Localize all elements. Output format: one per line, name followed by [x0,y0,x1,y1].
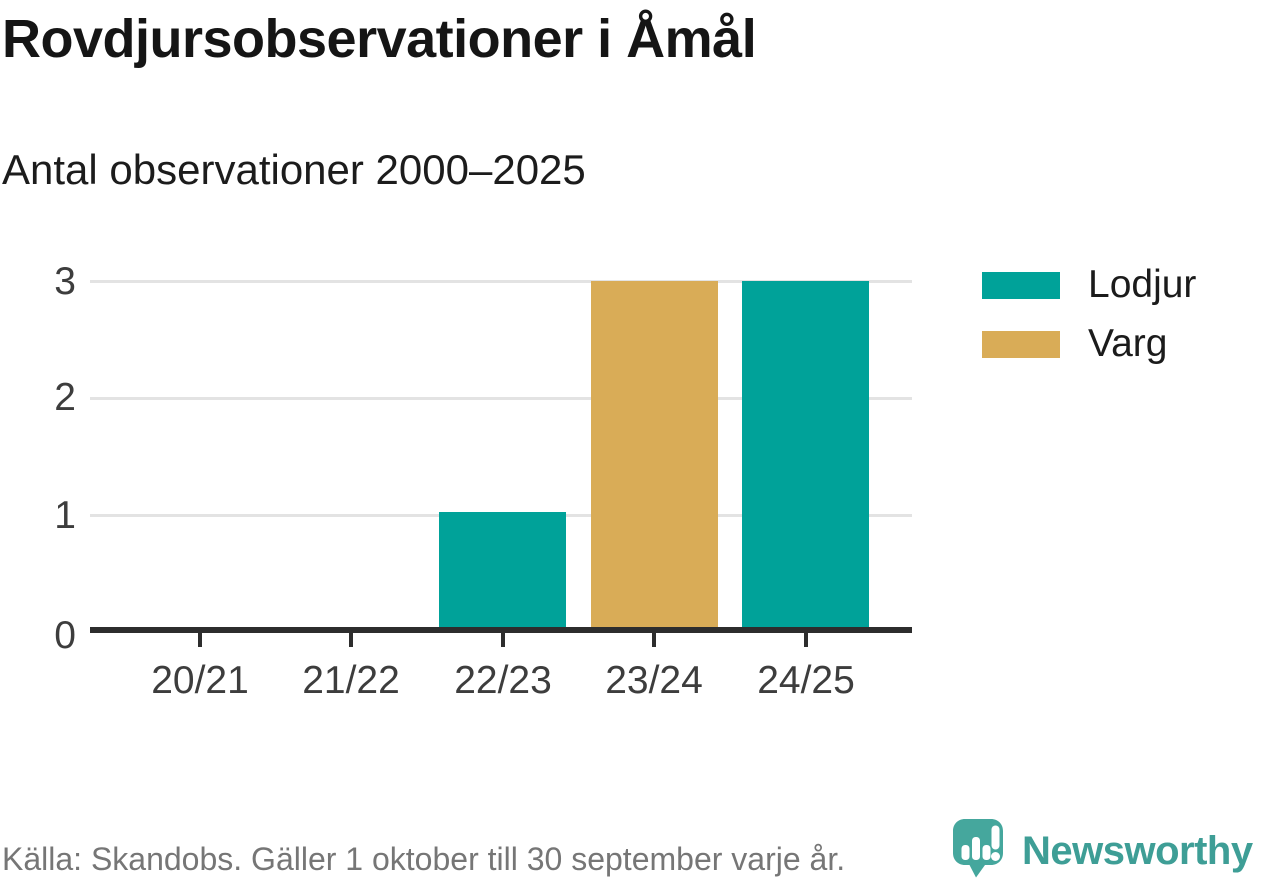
newsworthy-wordmark: Newsworthy [1022,829,1253,873]
y-axis-label-3: 3 [54,260,76,303]
legend-label-lodjur: Lodjur [1088,263,1197,306]
x-axis-label: 22/23 [454,659,552,702]
legend-item-lodjur: Lodjur [982,263,1196,307]
newsworthy-brand: Newsworthy [953,819,1253,878]
x-axis-tick [804,633,808,647]
legend: Lodjur Varg [982,263,1196,366]
gridline-3 [90,280,912,283]
gridline-2 [90,397,912,400]
page-subtitle: Antal observationer 2000–2025 [2,146,586,193]
y-axis-label-2: 2 [54,376,76,419]
x-axis-label: 24/25 [757,659,855,702]
newsworthy-logo-icon [953,819,1003,878]
y-axis-label-1: 1 [54,494,76,537]
y-axis-label-0: 0 [54,614,76,657]
legend-label-varg: Varg [1088,322,1168,365]
bar-lodjur-24-25 [742,281,869,627]
x-axis-label: 20/21 [151,659,249,702]
x-axis-tick [652,633,656,647]
x-axis-label: 21/22 [302,659,400,702]
x-axis-tick [198,633,202,647]
legend-swatch-lodjur [982,271,1060,299]
plot-area [90,280,912,647]
page-title: Rovdjursobservationer i Åmål [2,9,757,69]
bar-varg-23-24 [591,281,718,627]
x-axis-tick [349,633,353,647]
legend-item-varg: Varg [982,322,1196,366]
x-axis-tick [501,633,505,647]
source-text: Källa: Skandobs. Gäller 1 oktober till 3… [2,841,846,877]
legend-swatch-varg [982,330,1060,358]
bar-lodjur-22-23 [439,511,566,627]
x-axis-label: 23/24 [605,659,703,702]
